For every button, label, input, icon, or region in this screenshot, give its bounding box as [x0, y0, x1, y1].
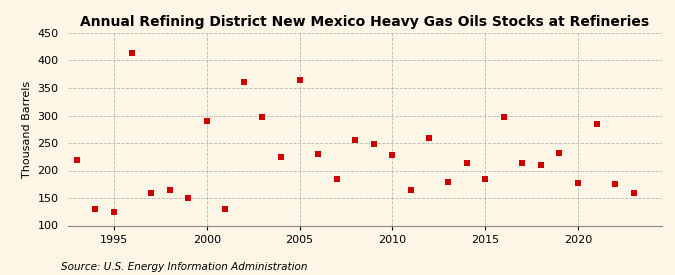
Y-axis label: Thousand Barrels: Thousand Barrels — [22, 81, 32, 178]
Title: Annual Refining District New Mexico Heavy Gas Oils Stocks at Refineries: Annual Refining District New Mexico Heav… — [80, 15, 649, 29]
Text: Source: U.S. Energy Information Administration: Source: U.S. Energy Information Administ… — [61, 262, 307, 272]
